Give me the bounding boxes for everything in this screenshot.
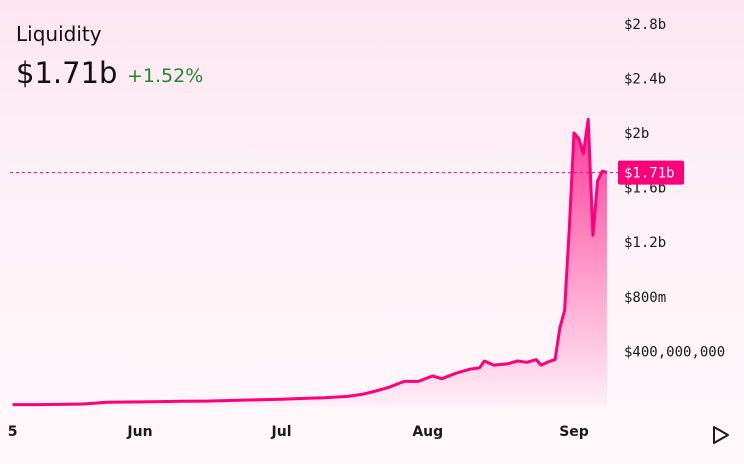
current-liquidity-value: $1.71b <box>16 56 118 90</box>
y-tick-label: $2.4b <box>624 71 666 87</box>
y-axis: $2.8b $2.4b $2b $1.6b $1.2b $800m $400,000,000 <box>624 17 725 361</box>
current-value-label-text: $1.71b <box>624 166 675 182</box>
x-axis: 5 Jun Jul Aug Sep <box>8 424 589 440</box>
series-line <box>12 117 608 407</box>
percent-change: +1.52% <box>127 65 204 87</box>
y-tick-label: $2b <box>624 126 649 142</box>
chart-title: Liquidity <box>16 22 102 46</box>
x-tick-label: Sep <box>559 424 589 440</box>
play-icon[interactable] <box>711 425 731 445</box>
x-tick-label: Aug <box>412 424 443 440</box>
y-tick-label: $800m <box>624 290 666 306</box>
y-tick-label: $1.2b <box>624 235 666 251</box>
x-tick-label: Jun <box>126 424 152 440</box>
series-area <box>12 119 608 407</box>
y-tick-label: $1.6b <box>624 181 666 197</box>
y-tick-label: $400,000,000 <box>624 344 725 360</box>
current-value-label-bg <box>618 160 684 185</box>
x-tick-label: Jul <box>271 424 292 440</box>
x-tick-label: 5 <box>8 424 18 440</box>
y-tick-label: $2.8b <box>624 17 666 33</box>
current-value-label: $1.71b <box>618 160 684 185</box>
